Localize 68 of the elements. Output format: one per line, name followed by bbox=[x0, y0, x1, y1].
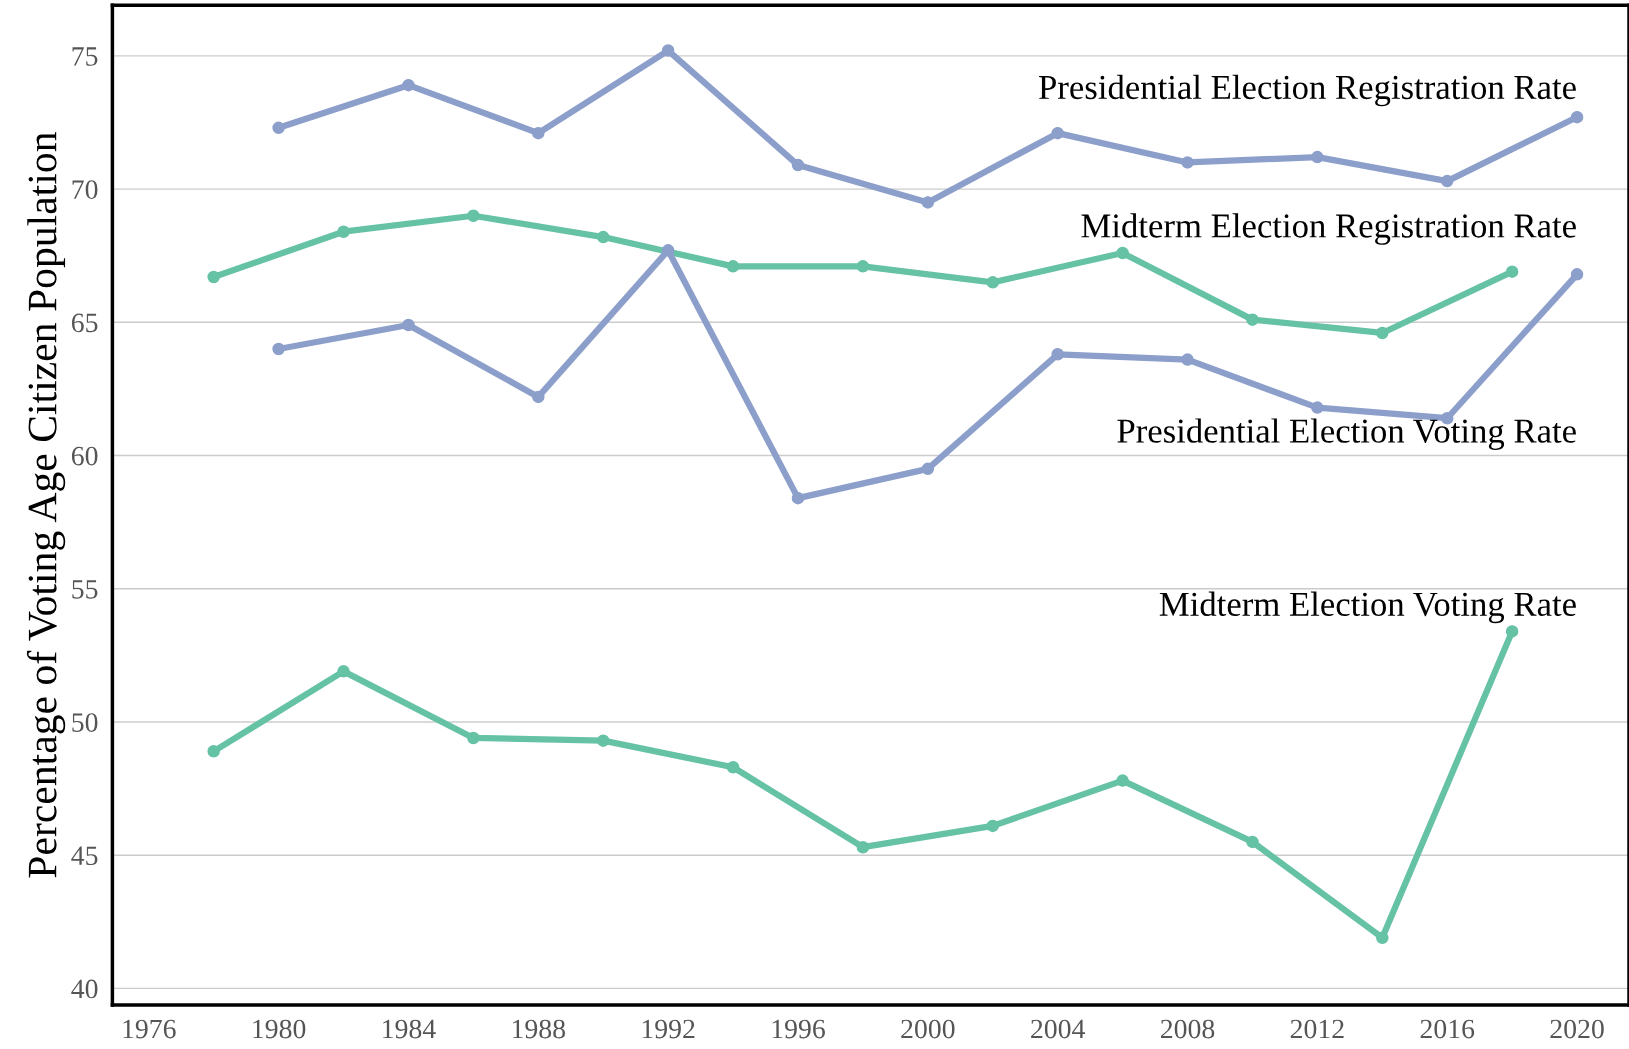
y-tick-label: 60 bbox=[71, 446, 98, 466]
point bbox=[1311, 150, 1324, 164]
y-tick-label: 70 bbox=[72, 180, 98, 199]
x-tick-label: 2008 bbox=[1160, 1019, 1215, 1039]
point bbox=[207, 745, 220, 758]
point bbox=[1505, 265, 1519, 278]
x-tick-label: 2012 bbox=[1290, 1019, 1344, 1039]
point bbox=[1376, 931, 1389, 945]
point bbox=[726, 260, 740, 273]
point bbox=[986, 276, 1000, 289]
point bbox=[272, 121, 285, 135]
point bbox=[532, 390, 545, 404]
point bbox=[1246, 313, 1259, 326]
y-axis-title: Percentage of Voting Age Citizen Population bbox=[26, 132, 66, 878]
point bbox=[1116, 774, 1129, 787]
x-tick-label: 2000 bbox=[901, 1019, 955, 1039]
point bbox=[1376, 326, 1389, 340]
point bbox=[791, 491, 805, 505]
point bbox=[1440, 174, 1454, 188]
point bbox=[1505, 625, 1519, 638]
point bbox=[661, 44, 675, 57]
x-tick-label: 2004 bbox=[1031, 1019, 1086, 1039]
series-label: Midterm Election Voting Rate bbox=[1159, 591, 1576, 624]
series-label: Presidential Election Registration Rate bbox=[1039, 74, 1576, 107]
y-tick-label: 50 bbox=[72, 713, 98, 732]
x-tick-label: 1976 bbox=[123, 1019, 176, 1039]
x-tick-label: 1988 bbox=[512, 1019, 566, 1039]
series-label: Midterm Election Registration Rate bbox=[1081, 213, 1576, 245]
point bbox=[1051, 348, 1064, 361]
point bbox=[1246, 835, 1259, 849]
point bbox=[596, 230, 610, 244]
point bbox=[921, 196, 935, 209]
point bbox=[856, 840, 870, 854]
x-tick-label: 1980 bbox=[253, 1019, 306, 1039]
point bbox=[661, 244, 675, 257]
point bbox=[1181, 156, 1194, 169]
series-label: Presidential Election Voting Rate bbox=[1117, 418, 1576, 451]
point bbox=[337, 665, 350, 678]
point bbox=[272, 342, 285, 356]
x-tick-label: 1984 bbox=[383, 1019, 436, 1039]
point bbox=[402, 78, 415, 92]
x-tick-label: 1996 bbox=[772, 1019, 825, 1039]
x-tick-label: 2016 bbox=[1420, 1019, 1475, 1039]
y-tick-label: 40 bbox=[71, 979, 98, 999]
y-tick-label: 65 bbox=[71, 313, 98, 333]
x-tick-label: 2020 bbox=[1550, 1019, 1604, 1039]
point bbox=[402, 318, 415, 332]
point bbox=[207, 270, 220, 284]
y-tick-label: 45 bbox=[71, 846, 98, 866]
point bbox=[921, 462, 935, 476]
point bbox=[532, 126, 545, 140]
point bbox=[467, 731, 480, 745]
point bbox=[467, 209, 480, 222]
point bbox=[856, 260, 870, 273]
point bbox=[596, 734, 610, 747]
point bbox=[1116, 246, 1129, 260]
point bbox=[726, 761, 740, 774]
point bbox=[1311, 401, 1324, 414]
point bbox=[1570, 268, 1584, 281]
point bbox=[337, 225, 350, 238]
point bbox=[1181, 353, 1194, 366]
point bbox=[1570, 110, 1584, 124]
point bbox=[986, 819, 1000, 833]
point bbox=[1051, 126, 1064, 140]
y-tick-label: 75 bbox=[72, 47, 98, 66]
y-tick-label: 55 bbox=[72, 580, 98, 599]
point bbox=[791, 158, 805, 172]
x-tick-label: 1992 bbox=[642, 1019, 695, 1039]
